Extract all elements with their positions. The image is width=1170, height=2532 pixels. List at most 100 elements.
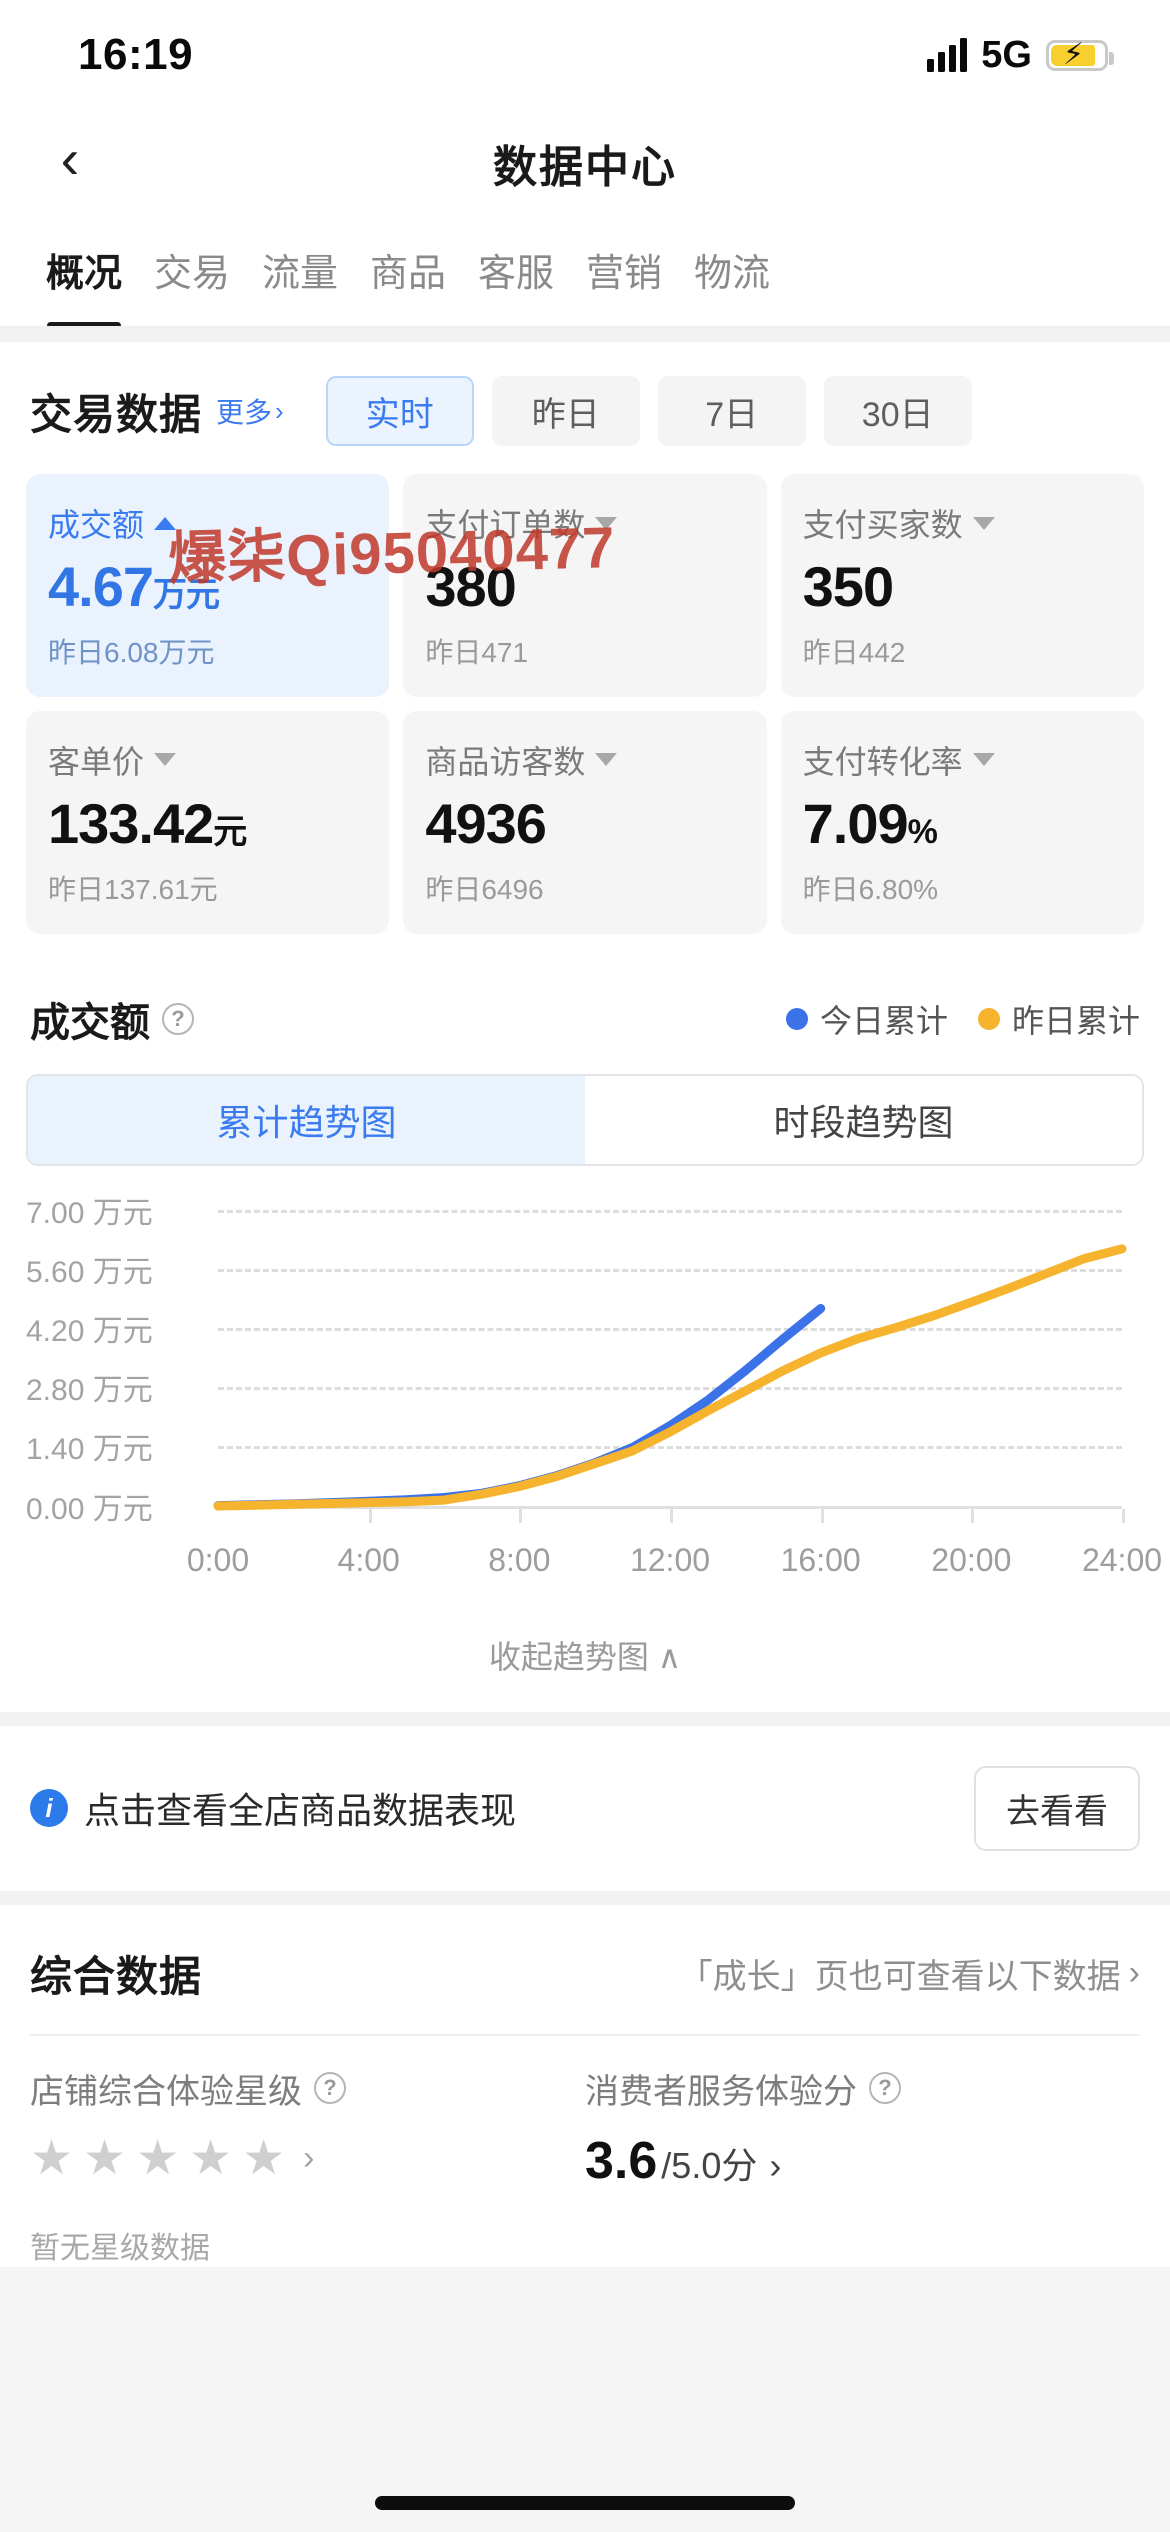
metric-sub: 昨日137.61元 <box>48 873 218 905</box>
chevron-up-icon: ∧ <box>657 1638 682 1675</box>
tab-yingxiao[interactable]: 营销 <box>570 242 678 303</box>
question-mark-icon[interactable]: ? <box>869 2072 901 2105</box>
collapse-chart-link[interactable]: 收起趋势图 ∧ <box>0 1592 1170 1712</box>
tab-label: 流量 <box>261 252 338 295</box>
item-label: 消费者服务体验分 ? <box>585 2064 1140 2113</box>
metric-card-paid-buyers[interactable]: 支付买家数 350 昨日442 <box>780 474 1144 697</box>
metric-card-paid-orders[interactable]: 支付订单数 380 昨日471 <box>403 474 767 697</box>
section-divider <box>0 1890 1170 1905</box>
chevron-left-icon[interactable]: ‹ <box>60 127 80 190</box>
product-data-banner[interactable]: i 点击查看全店商品数据表现 去看看 <box>0 1725 1170 1891</box>
star-rating: ★ ★ ★ ★ ★ › <box>30 2131 585 2185</box>
metric-number: 133.42 <box>48 791 214 855</box>
metric-card-product-visitors[interactable]: 商品访客数 4936 昨日6496 <box>403 710 767 934</box>
time-range-filter: 实时 昨日 7日 30日 <box>325 376 972 446</box>
metric-unit: % <box>907 812 938 851</box>
tab-label: 物流 <box>693 252 770 295</box>
transaction-title: 交易数据 <box>30 390 203 438</box>
chart-title-text: 成交额 <box>30 1000 150 1045</box>
metric-card-gmv[interactable]: 成交额 4.67万元 昨日6.08万元 <box>26 474 390 697</box>
star-icon: ★ <box>242 2131 286 2185</box>
chevron-right-icon: › <box>303 2139 315 2178</box>
caret-up-icon <box>154 516 177 530</box>
network-type-label: 5G <box>981 33 1032 76</box>
tab-liuliang[interactable]: 流量 <box>246 242 354 303</box>
star-icon: ★ <box>83 2131 127 2185</box>
more-label: 更多 <box>216 397 273 428</box>
chart-line-昨日累计 <box>213 1243 1127 1511</box>
metric-unit: 元 <box>213 812 247 851</box>
metric-unit: 万元 <box>153 576 220 614</box>
tab-label: 交易 <box>153 252 230 295</box>
chart-y-tick-label: 7.00 万元 <box>26 1196 153 1230</box>
chart-line-今日累计 <box>213 1303 826 1510</box>
score-number: 3.6 <box>585 2131 658 2190</box>
item-label: 店铺综合体验星级 ? <box>30 2064 585 2113</box>
metric-card-avg-order-value[interactable]: 客单价 133.42元 昨日137.61元 <box>26 710 390 934</box>
consumer-service-score[interactable]: 消费者服务体验分 ? 3.6 /5.0分 › <box>585 2064 1140 2191</box>
comprehensive-title: 综合数据 <box>30 1952 203 2000</box>
tab-label: 营销 <box>585 252 662 295</box>
chart-y-tick-label: 4.20 万元 <box>26 1314 153 1348</box>
store-experience-rating[interactable]: 店铺综合体验星级 ? ★ ★ ★ ★ ★ › <box>30 2064 585 2191</box>
chart-x-tick-label: 4:00 <box>337 1541 400 1578</box>
go-look-button[interactable]: 去看看 <box>974 1765 1140 1851</box>
tab-kefu[interactable]: 客服 <box>462 242 570 303</box>
comprehensive-header: 综合数据 「成长」页也可查看以下数据 › <box>0 1905 1170 2034</box>
legend-item-today: 今日累计 <box>785 996 948 1042</box>
chip-30days[interactable]: 30日 <box>823 376 972 446</box>
metric-label-text: 支付买家数 <box>802 507 963 543</box>
metric-grid: 成交额 4.67万元 昨日6.08万元 支付订单数 380 昨日471 支付买家… <box>0 468 1170 960</box>
battery-charging-icon: ⚡ <box>1046 39 1114 71</box>
score-suffix: /5.0分 <box>661 2144 758 2186</box>
metric-sub: 昨日442 <box>802 636 906 668</box>
tab-wuliu[interactable]: 物流 <box>678 242 786 303</box>
chart-gridline <box>218 1209 1122 1213</box>
chip-yesterday[interactable]: 昨日 <box>491 376 640 446</box>
legend-dot <box>785 1007 808 1030</box>
chart-header: 成交额 ? 今日累计 昨日累计 <box>0 960 1170 1066</box>
nav-bar: ‹ 数据中心 <box>0 110 1170 216</box>
divider <box>30 2033 1140 2036</box>
transaction-more-link[interactable]: 更多 › <box>216 391 284 431</box>
question-mark-icon[interactable]: ? <box>162 1002 194 1035</box>
item-label-text: 店铺综合体验星级 <box>30 2072 302 2111</box>
metric-value: 4936 <box>425 794 744 854</box>
chart-x-axis-labels: 0:00 4:00 8:00 12:00 16:00 20:00 24:00 <box>0 1542 1170 1592</box>
segment-cumulative-trend[interactable]: 累计趋势图 <box>28 1075 585 1164</box>
chart-x-tick-label: 8:00 <box>488 1541 551 1578</box>
status-time: 16:19 <box>78 30 194 79</box>
metric-label-text: 商品访客数 <box>425 743 586 780</box>
metric-value: 350 <box>802 555 1122 618</box>
chart-axis-tick <box>519 1508 523 1523</box>
tab-jiaoyi[interactable]: 交易 <box>138 242 246 303</box>
info-icon: i <box>30 1789 68 1828</box>
chart-gridline <box>218 1387 1122 1391</box>
page-title: 数据中心 <box>493 143 677 192</box>
transaction-section: 交易数据 更多 › 实时 昨日 7日 30日 成交额 4.67万元 昨日6.08… <box>0 342 1170 1712</box>
tab-shangpin[interactable]: 商品 <box>354 242 462 303</box>
chart-y-tick-label: 0.00 万元 <box>26 1492 153 1526</box>
metric-label-text: 成交额 <box>48 507 145 543</box>
no-star-data-note: 暂无星级数据 <box>30 2231 210 2265</box>
caret-down-icon <box>154 753 177 767</box>
legend-dot <box>977 1007 1000 1030</box>
tab-gaikuang[interactable]: 概况 <box>30 242 138 303</box>
caret-down-icon <box>595 753 618 767</box>
chart-gridline <box>218 1268 1122 1272</box>
legend-item-yesterday: 昨日累计 <box>977 996 1140 1042</box>
chip-realtime[interactable]: 实时 <box>325 376 474 446</box>
metric-card-conversion-rate[interactable]: 支付转化率 7.09% 昨日6.80% <box>780 710 1144 934</box>
caret-down-icon <box>972 753 995 767</box>
growth-page-link[interactable]: 「成长」页也可查看以下数据 › <box>679 1949 1140 1998</box>
chart-x-tick-label: 20:00 <box>931 1541 1012 1578</box>
chart-mode-segmented-control: 累计趋势图 时段趋势图 <box>26 1073 1144 1166</box>
metric-label: 客单价 <box>48 737 367 783</box>
legend-label: 昨日累计 <box>1011 1002 1140 1039</box>
metric-number: 350 <box>802 555 894 618</box>
question-mark-icon[interactable]: ? <box>314 2072 346 2105</box>
segment-hourly-trend[interactable]: 时段趋势图 <box>773 1101 954 1143</box>
star-icon: ★ <box>189 2131 233 2185</box>
chip-7days[interactable]: 7日 <box>657 376 806 446</box>
